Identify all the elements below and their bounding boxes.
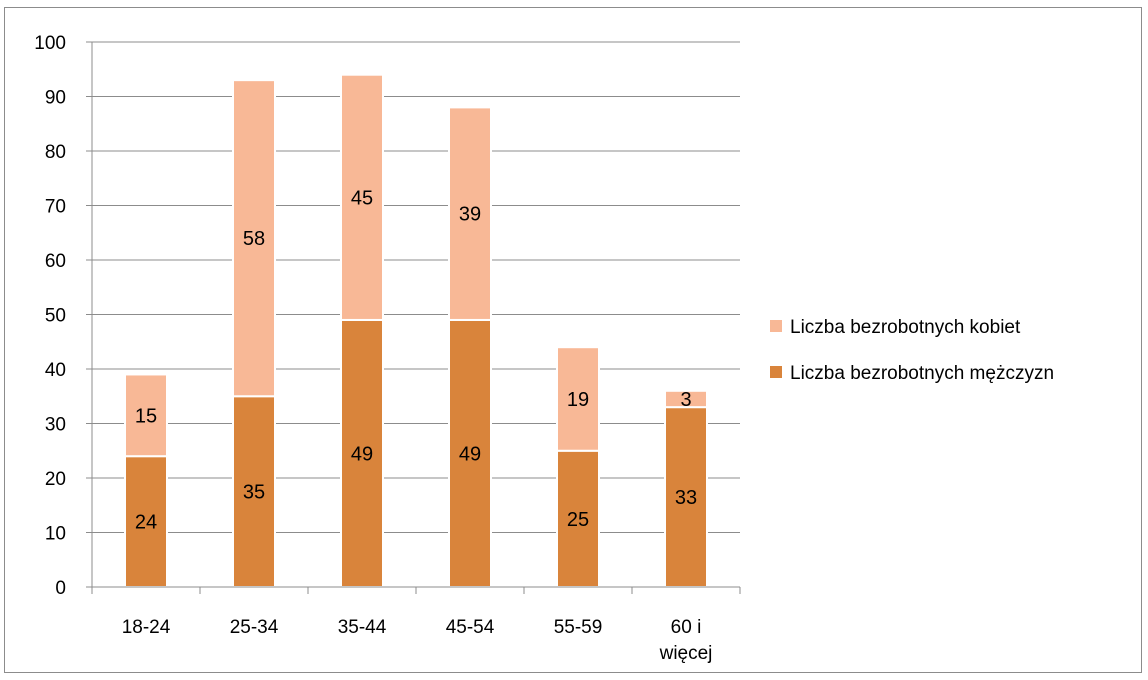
gridlines (92, 41, 740, 533)
y-tick-label: 40 (45, 360, 66, 381)
y-tick-label: 20 (45, 469, 66, 490)
y-tick-label: 10 (45, 524, 66, 545)
x-tick-label: 60 i więcej (659, 617, 713, 664)
data-label: 15 (135, 405, 157, 427)
bar-segment (448, 106, 492, 321)
x-tick-label: 45-54 (446, 617, 495, 638)
data-label: 49 (459, 443, 481, 465)
bar-segment (124, 455, 168, 589)
data-label: 25 (567, 509, 589, 531)
axes: 0 10 20 30 40 50 60 70 80 90 100 18-24 25-34 35-44 45-… (34, 33, 741, 664)
bar-segment (340, 318, 384, 588)
x-tick-label: 18-24 (122, 617, 171, 638)
chart-frame (4, 7, 1142, 673)
bar-segment (556, 346, 600, 452)
y-tick-label: 80 (45, 142, 66, 163)
y-tick-label: 60 (45, 251, 66, 272)
data-label: 3 (680, 389, 691, 411)
legend-label: Liczba bezrobotnych kobiet (790, 317, 1021, 338)
bar-segment (556, 449, 600, 588)
data-label: 19 (567, 389, 589, 411)
legend: Liczba bezrobotnych kobiet Liczba bezrobo… (770, 317, 1054, 384)
bars (124, 73, 708, 589)
bar-segment (664, 406, 708, 588)
bar-segment (124, 373, 168, 458)
bar-segment (448, 318, 492, 588)
bar-segment (340, 73, 384, 321)
bar-segment (664, 389, 708, 409)
data-label: 24 (135, 512, 157, 534)
x-tick-label: 55-59 (554, 617, 603, 638)
data-label: 58 (243, 228, 265, 250)
y-tick-label: 30 (45, 415, 66, 436)
x-tick-label: 25-34 (230, 617, 279, 638)
y-tick-label: 90 (45, 88, 66, 109)
y-tick-label: 100 (34, 33, 66, 54)
y-tick-label: 50 (45, 306, 66, 327)
legend-swatch (770, 320, 782, 332)
bar-segment (232, 79, 276, 398)
data-label: 49 (351, 443, 373, 465)
data-label: 33 (675, 487, 697, 509)
y-tick-label: 70 (45, 197, 66, 218)
legend-label: Liczba bezrobotnych mężczyzn (790, 363, 1054, 384)
y-tick-label: 0 (55, 578, 66, 599)
data-label: 45 (351, 187, 373, 209)
x-tick-label: 35-44 (338, 617, 387, 638)
data-label: 35 (243, 482, 265, 504)
data-label: 39 (459, 204, 481, 226)
legend-swatch (770, 366, 782, 378)
